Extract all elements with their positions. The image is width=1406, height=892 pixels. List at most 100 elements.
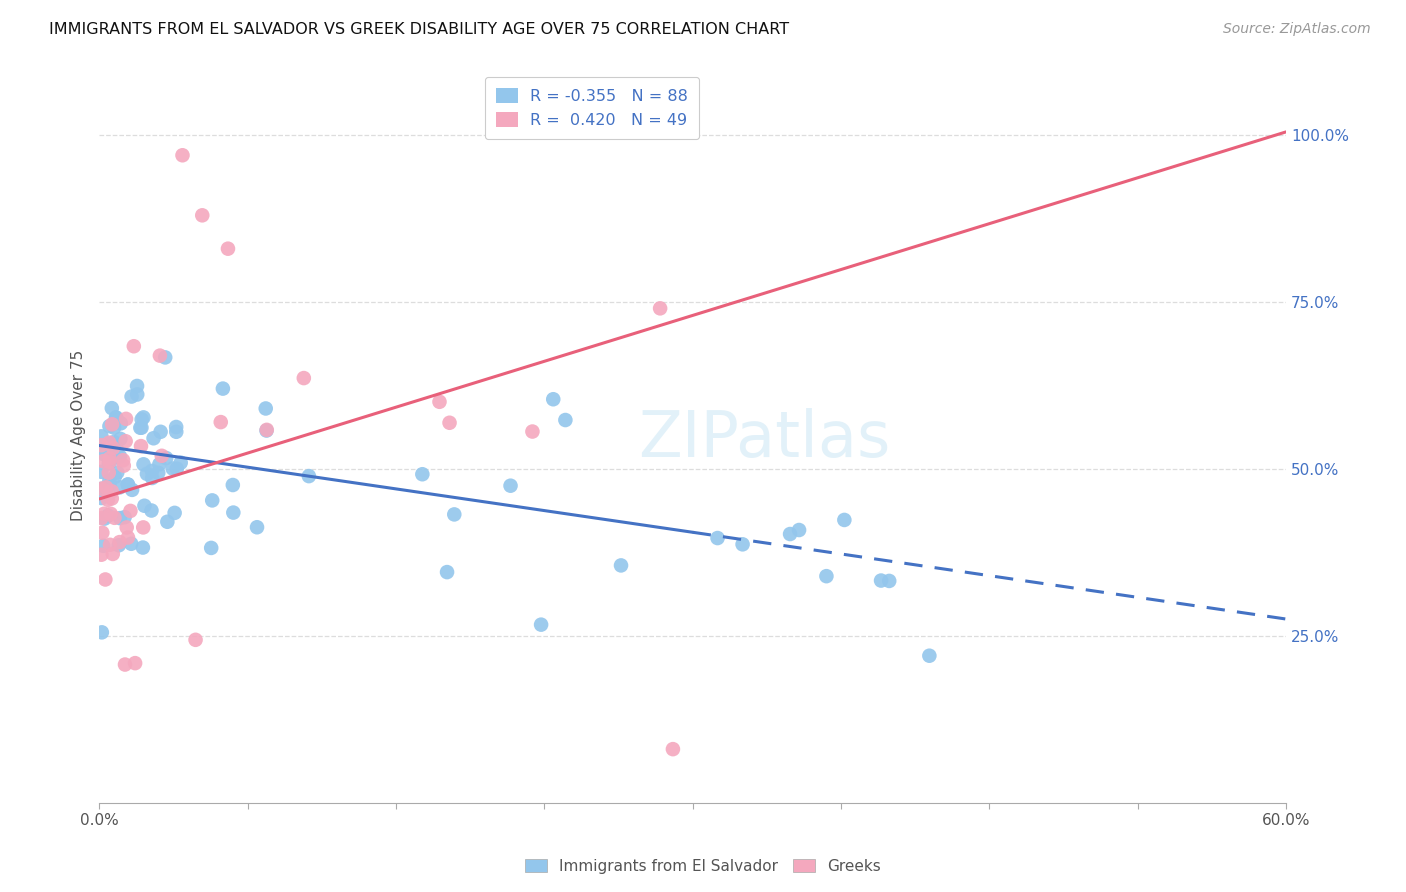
Point bbox=[191, 208, 214, 222]
Point bbox=[114, 657, 136, 672]
Point bbox=[254, 401, 277, 416]
Point bbox=[90, 465, 112, 479]
Point bbox=[200, 541, 222, 555]
Point bbox=[90, 511, 112, 525]
Point bbox=[165, 420, 187, 434]
Point bbox=[148, 466, 170, 480]
Point bbox=[298, 469, 321, 483]
Point bbox=[90, 491, 112, 505]
Point bbox=[222, 506, 245, 520]
Point bbox=[90, 548, 112, 562]
Point bbox=[97, 508, 120, 523]
Point bbox=[100, 507, 122, 521]
Point bbox=[156, 515, 179, 529]
Point bbox=[124, 656, 146, 670]
Point bbox=[98, 478, 121, 492]
Point bbox=[93, 511, 115, 525]
Point bbox=[91, 454, 114, 468]
Point bbox=[141, 471, 163, 485]
Point bbox=[103, 510, 125, 524]
Point bbox=[129, 439, 152, 453]
Point bbox=[134, 499, 156, 513]
Point bbox=[93, 507, 115, 521]
Point bbox=[122, 339, 145, 353]
Point bbox=[132, 410, 155, 425]
Point bbox=[105, 410, 128, 425]
Point bbox=[155, 451, 177, 466]
Point bbox=[97, 457, 120, 471]
Point bbox=[787, 523, 810, 537]
Point bbox=[98, 538, 121, 552]
Point bbox=[101, 417, 124, 432]
Point bbox=[107, 538, 129, 552]
Point bbox=[121, 483, 143, 497]
Point bbox=[90, 625, 112, 640]
Point bbox=[150, 449, 173, 463]
Point bbox=[411, 467, 433, 482]
Point bbox=[90, 482, 112, 496]
Point bbox=[94, 448, 117, 462]
Point bbox=[101, 401, 124, 416]
Point bbox=[105, 411, 128, 425]
Point bbox=[120, 537, 142, 551]
Point bbox=[108, 535, 131, 549]
Point bbox=[97, 492, 120, 507]
Text: Source: ZipAtlas.com: Source: ZipAtlas.com bbox=[1223, 22, 1371, 37]
Text: IMMIGRANTS FROM EL SALVADOR VS GREEK DISABILITY AGE OVER 75 CORRELATION CHART: IMMIGRANTS FROM EL SALVADOR VS GREEK DIS… bbox=[49, 22, 789, 37]
Point bbox=[107, 450, 129, 465]
Point bbox=[209, 415, 232, 429]
Point bbox=[522, 425, 544, 439]
Point bbox=[101, 547, 124, 561]
Point bbox=[103, 450, 125, 465]
Point bbox=[94, 480, 117, 494]
Point bbox=[98, 451, 121, 466]
Point bbox=[120, 504, 142, 518]
Point bbox=[110, 417, 132, 431]
Point bbox=[246, 520, 269, 534]
Point bbox=[439, 416, 461, 430]
Point bbox=[148, 457, 170, 471]
Point bbox=[541, 392, 564, 407]
Point bbox=[877, 574, 900, 588]
Point bbox=[610, 558, 633, 573]
Point bbox=[815, 569, 838, 583]
Point bbox=[162, 461, 184, 475]
Point bbox=[117, 477, 139, 491]
Point bbox=[165, 425, 187, 439]
Point bbox=[115, 412, 138, 426]
Point bbox=[103, 435, 125, 450]
Point bbox=[101, 441, 124, 455]
Point bbox=[256, 423, 278, 437]
Point bbox=[172, 148, 194, 162]
Point bbox=[201, 493, 224, 508]
Point bbox=[105, 466, 128, 480]
Point bbox=[132, 541, 155, 555]
Point bbox=[100, 491, 122, 506]
Point bbox=[98, 474, 121, 488]
Point bbox=[112, 458, 135, 473]
Y-axis label: Disability Age Over 75: Disability Age Over 75 bbox=[72, 350, 86, 521]
Point bbox=[706, 531, 728, 545]
Point bbox=[90, 438, 112, 452]
Point bbox=[104, 470, 127, 484]
Point bbox=[779, 527, 801, 541]
Point bbox=[114, 510, 136, 524]
Point bbox=[731, 537, 754, 551]
Point bbox=[91, 539, 114, 553]
Point bbox=[91, 525, 114, 540]
Point bbox=[112, 453, 135, 467]
Point bbox=[103, 420, 125, 434]
Point bbox=[90, 482, 112, 496]
Point bbox=[170, 456, 193, 470]
Point bbox=[108, 480, 131, 494]
Point bbox=[108, 511, 131, 525]
Point bbox=[292, 371, 315, 385]
Point bbox=[142, 431, 165, 445]
Point bbox=[129, 421, 152, 435]
Point bbox=[108, 450, 131, 464]
Legend: Immigrants from El Salvador, Greeks: Immigrants from El Salvador, Greeks bbox=[519, 853, 887, 880]
Point bbox=[101, 484, 124, 499]
Point bbox=[554, 413, 576, 427]
Point bbox=[127, 387, 149, 401]
Point bbox=[443, 508, 465, 522]
